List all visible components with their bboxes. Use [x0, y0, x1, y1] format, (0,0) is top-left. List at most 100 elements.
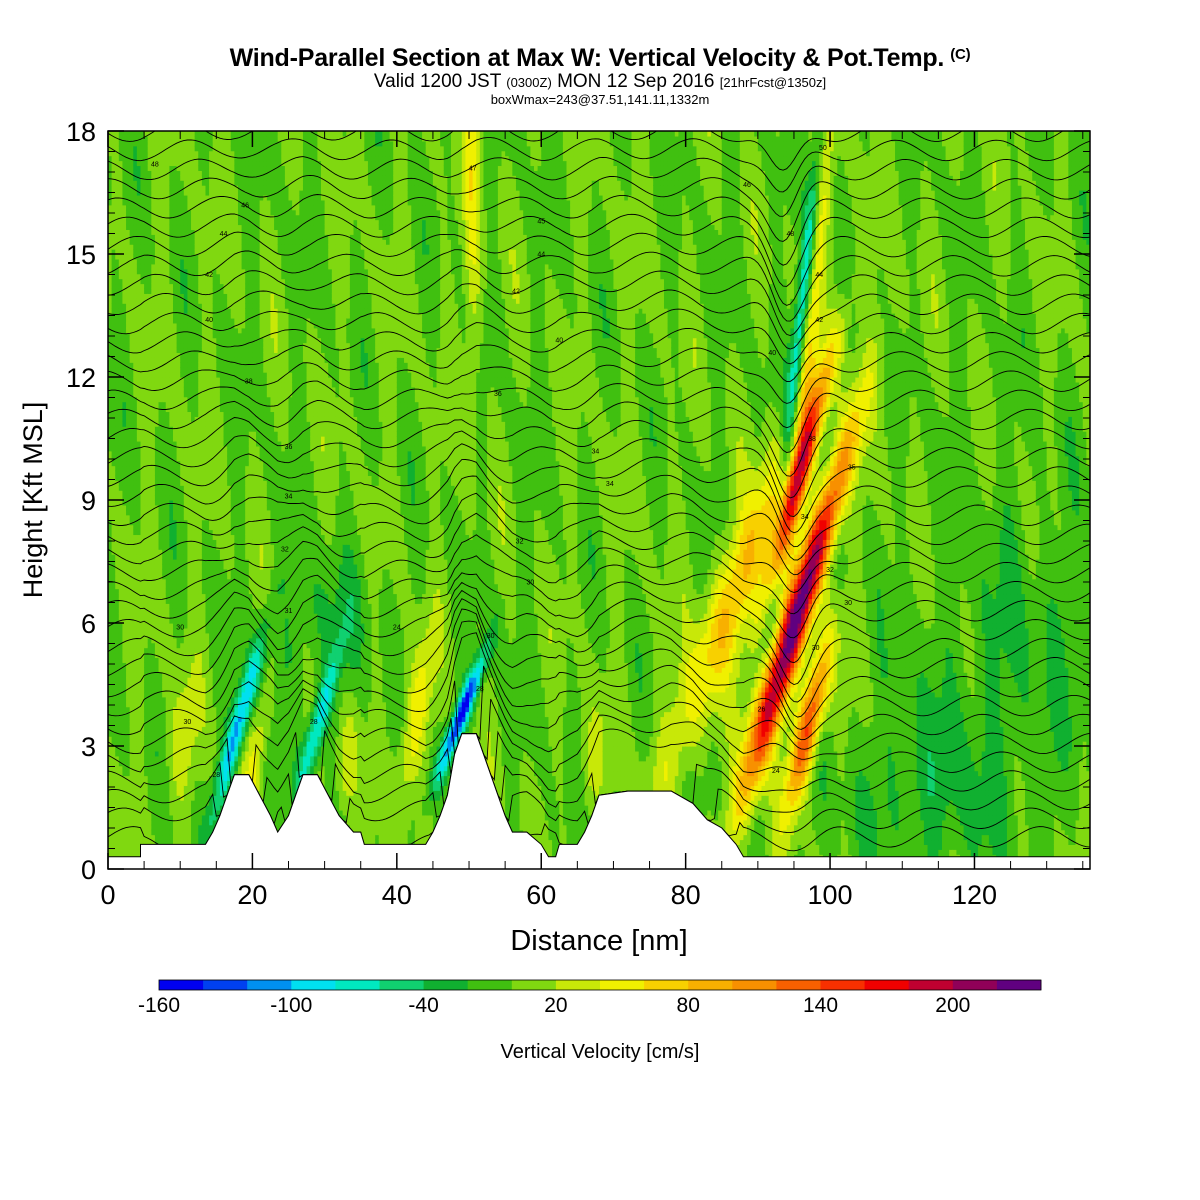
- w-cell: [115, 520, 119, 526]
- w-cell: [122, 436, 126, 442]
- w-cell: [115, 687, 119, 693]
- w-cell: [130, 165, 134, 171]
- vertical-velocity-field: [108, 126, 1091, 870]
- w-cell: [130, 667, 134, 673]
- w-cell: [115, 569, 119, 575]
- w-cell: [126, 387, 130, 393]
- w-cell: [126, 677, 130, 683]
- w-cell: [130, 648, 134, 654]
- w-cell: [130, 593, 134, 599]
- w-cell: [130, 461, 134, 467]
- w-cell: [126, 151, 130, 157]
- w-cell: [115, 274, 119, 280]
- w-cell: [130, 451, 134, 457]
- w-cell: [115, 303, 119, 309]
- w-cell: [130, 264, 134, 270]
- w-cell: [126, 608, 130, 614]
- w-cell: [115, 170, 119, 176]
- w-cell: [115, 638, 119, 644]
- w-cell: [122, 648, 126, 654]
- w-cell: [115, 338, 119, 344]
- w-cell: [115, 205, 119, 211]
- w-cell: [126, 205, 130, 211]
- w-cell: [112, 210, 116, 216]
- w-cell: [122, 677, 126, 683]
- w-cell: [115, 131, 119, 137]
- w-cell: [122, 470, 126, 476]
- w-cell: [112, 815, 116, 821]
- w-cell: [119, 274, 123, 280]
- w-cell: [130, 402, 134, 408]
- w-cell: [119, 515, 123, 521]
- w-cell: [119, 780, 123, 786]
- w-cell: [122, 269, 126, 275]
- w-cell: [130, 835, 134, 841]
- w-cell: [130, 279, 134, 285]
- w-cell: [122, 544, 126, 550]
- w-cell: [122, 318, 126, 324]
- w-cell: [115, 352, 119, 358]
- w-cell: [126, 633, 130, 639]
- w-cell: [126, 603, 130, 609]
- w-cell: [119, 392, 123, 398]
- w-cell: [112, 377, 116, 383]
- w-cell: [130, 239, 134, 245]
- w-cell: [122, 485, 126, 491]
- w-cell: [112, 402, 116, 408]
- w-cell: [119, 485, 123, 491]
- w-cell: [112, 229, 116, 235]
- w-cell: [115, 421, 119, 427]
- w-cell: [112, 761, 116, 767]
- w-cell: [119, 224, 123, 230]
- w-cell: [130, 618, 134, 624]
- w-cell: [115, 318, 119, 324]
- w-cell: [122, 839, 126, 845]
- w-cell: [130, 249, 134, 255]
- w-cell: [112, 593, 116, 599]
- w-cell: [122, 338, 126, 344]
- w-cell: [112, 530, 116, 536]
- w-cell: [115, 780, 119, 786]
- w-cell: [122, 505, 126, 511]
- w-cell: [112, 584, 116, 590]
- w-cell: [130, 161, 134, 167]
- w-cell: [112, 170, 116, 176]
- w-cell: [119, 293, 123, 299]
- w-cell: [112, 338, 116, 344]
- w-cell: [119, 648, 123, 654]
- w-cell: [126, 288, 130, 294]
- w-cell: [119, 229, 123, 235]
- w-cell: [130, 584, 134, 590]
- w-cell: [130, 456, 134, 462]
- w-cell: [112, 180, 116, 186]
- w-cell: [119, 677, 123, 683]
- w-cell: [130, 288, 134, 294]
- w-cell: [126, 682, 130, 688]
- w-cell: [112, 835, 116, 841]
- w-cell: [122, 589, 126, 595]
- w-cell: [133, 839, 137, 845]
- w-cell: [115, 815, 119, 821]
- w-cell: [126, 544, 130, 550]
- w-cell: [119, 446, 123, 452]
- w-cell: [112, 716, 116, 722]
- w-cell: [126, 411, 130, 417]
- w-cell: [115, 279, 119, 285]
- w-cell: [112, 702, 116, 708]
- w-cell: [126, 643, 130, 649]
- w-cell: [115, 712, 119, 718]
- w-cell: [119, 672, 123, 678]
- w-cell: [115, 146, 119, 152]
- w-cell: [122, 608, 126, 614]
- w-cell: [122, 279, 126, 285]
- w-cell: [119, 416, 123, 422]
- w-cell: [126, 800, 130, 806]
- w-cell: [119, 284, 123, 290]
- w-cell: [119, 328, 123, 334]
- w-cell: [130, 608, 134, 614]
- w-cell: [122, 131, 126, 137]
- w-cell: [122, 190, 126, 196]
- w-cell: [130, 579, 134, 585]
- w-cell: [122, 210, 126, 216]
- w-cell: [112, 490, 116, 496]
